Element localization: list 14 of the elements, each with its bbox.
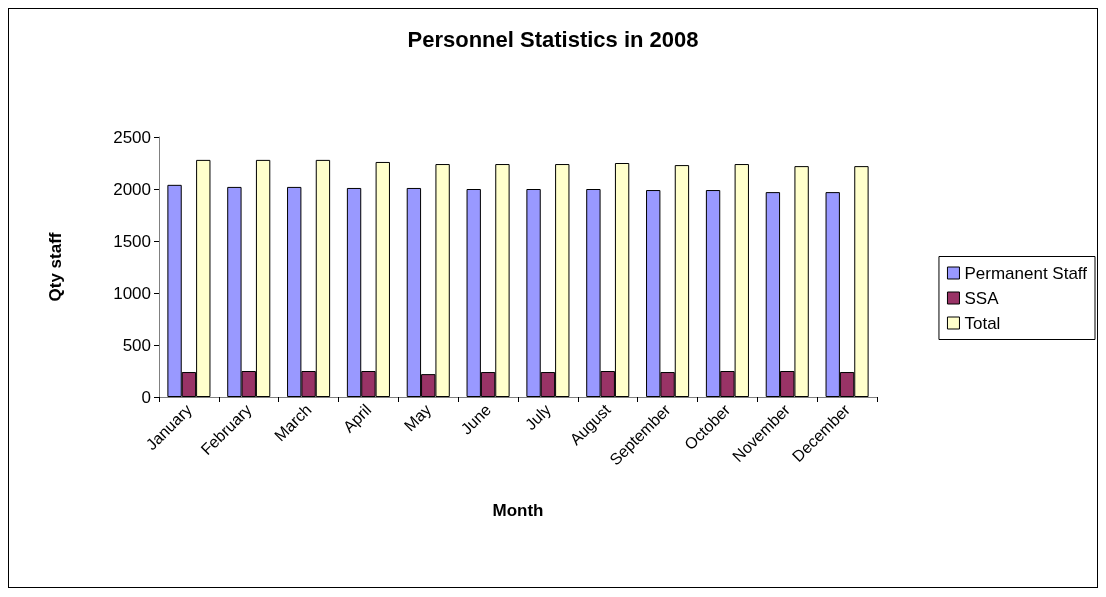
y-tick-label: 500 — [122, 335, 151, 355]
x-axis-title: Month — [492, 501, 544, 520]
y-tick-label: 2000 — [113, 179, 151, 199]
y-tick-label: 1500 — [113, 231, 151, 251]
y-tick-label: 2500 — [113, 127, 151, 147]
y-tick-label: 1000 — [113, 283, 151, 303]
y-axis-title: Qty staff — [46, 232, 65, 302]
x-tick-label: July — [521, 400, 554, 434]
legend-label: SSA — [964, 288, 1000, 308]
x-tick-label: May — [400, 400, 435, 435]
y-tick-label: 0 — [141, 387, 151, 407]
legend-label: Total — [964, 313, 1001, 333]
chart-title: Personnel Statistics in 2008 — [407, 26, 699, 52]
legend-label: Permanent Staff — [964, 263, 1088, 283]
